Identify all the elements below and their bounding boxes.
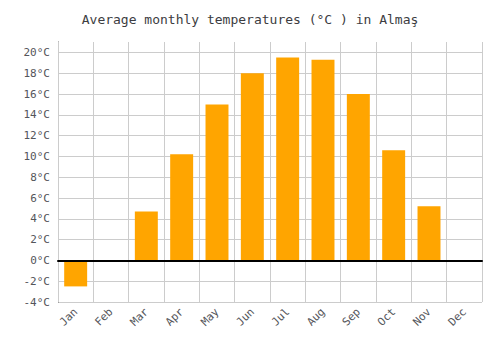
svg-text:Nov: Nov [410, 305, 433, 328]
svg-text:6°C: 6°C [30, 192, 50, 205]
svg-text:4°C: 4°C [30, 212, 50, 225]
svg-text:Aug: Aug [304, 305, 327, 328]
svg-text:Sep: Sep [340, 305, 363, 328]
svg-text:Jan: Jan [57, 305, 80, 328]
svg-text:Jun: Jun [234, 305, 257, 328]
svg-text:0°C: 0°C [30, 254, 50, 267]
svg-text:10°C: 10°C [24, 150, 51, 163]
svg-text:2°C: 2°C [30, 233, 50, 246]
svg-text:Oct: Oct [375, 305, 398, 328]
svg-text:18°C: 18°C [24, 67, 51, 80]
svg-text:14°C: 14°C [24, 108, 51, 121]
svg-text:8°C: 8°C [30, 171, 50, 184]
svg-text:20°C: 20°C [24, 46, 51, 59]
svg-text:Mar: Mar [128, 305, 151, 328]
svg-text:-4°C: -4°C [24, 296, 51, 309]
svg-text:16°C: 16°C [24, 88, 51, 101]
svg-text:-2°C: -2°C [24, 275, 51, 288]
svg-text:Apr: Apr [163, 305, 186, 328]
svg-text:12°C: 12°C [24, 129, 51, 142]
svg-text:Average monthly temperatures (: Average monthly temperatures (°C ) in Al… [82, 12, 419, 27]
svg-text:Dec: Dec [446, 305, 469, 328]
svg-text:Feb: Feb [92, 305, 115, 328]
svg-text:May: May [198, 305, 221, 328]
svg-text:Jul: Jul [269, 305, 292, 328]
